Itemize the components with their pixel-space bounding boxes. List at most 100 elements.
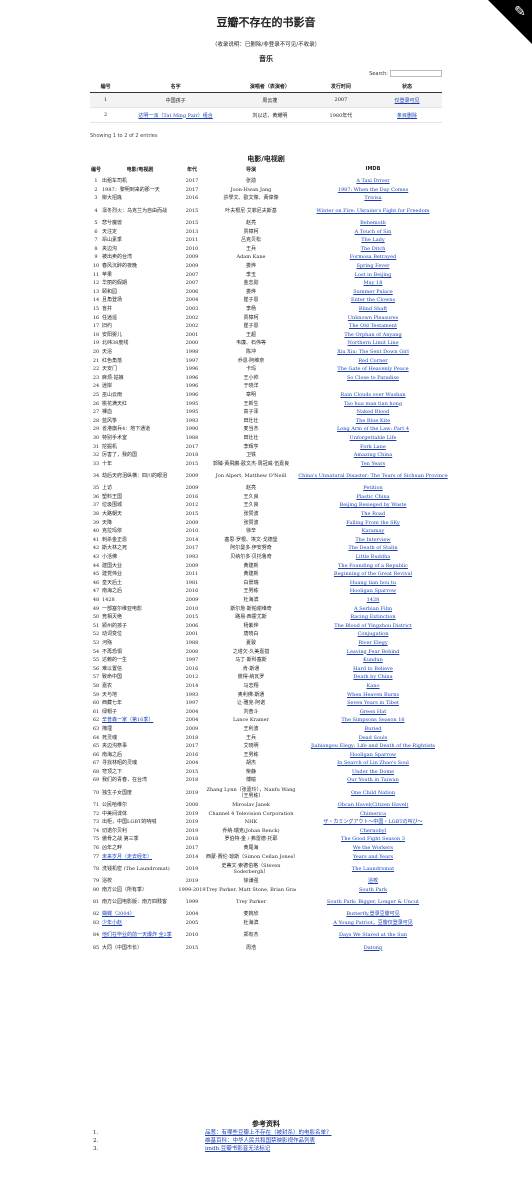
- film-imdb-link[interactable]: So Close to Paradise: [347, 374, 399, 381]
- film-imdb-link[interactable]: Unknown Pleasures: [347, 314, 399, 321]
- film-imdb-link[interactable]: Trivisa: [364, 195, 382, 202]
- film-imdb-link[interactable]: Little Buddha: [355, 554, 391, 561]
- film-title[interactable]: 未来岁月（走去经年）: [102, 853, 153, 860]
- film-imdb-link[interactable]: Red Corner: [358, 357, 388, 364]
- corner-ribbon[interactable]: [488, 0, 532, 44]
- film-imdb-link[interactable]: Falling From the SKy: [346, 519, 400, 526]
- film-imdb-link[interactable]: Hooligan Sparrow: [349, 751, 397, 758]
- film-imdb-link[interactable]: A Touch of Sin: [354, 228, 392, 235]
- col-artist[interactable]: 演唱者（表演者）: [230, 80, 310, 93]
- film-imdb-link[interactable]: South Park: [358, 886, 387, 893]
- film-imdb-link[interactable]: Enter the Clowns: [350, 297, 396, 304]
- film-imdb-link[interactable]: China's Unnatural Disaster: The Tears of…: [298, 473, 448, 479]
- film-imdb-link[interactable]: Unforgettable Life: [349, 434, 397, 441]
- film-imdb-link[interactable]: Hard to Believe: [353, 665, 393, 672]
- film-imdb-link[interactable]: Chimerica: [359, 810, 387, 817]
- film-imdb-link[interactable]: Long Arm of the Law: Part 4: [336, 426, 410, 433]
- film-imdb-link[interactable]: Beginning of the Great Revival: [333, 571, 413, 578]
- film-imdb-link[interactable]: Death by China: [353, 674, 393, 681]
- ref-link[interactable]: 品葱：有哪些豆瓣上不存在（被封杀）的电影名单？: [205, 1130, 332, 1136]
- music-status-link[interactable]: 仅登录可见: [394, 97, 420, 104]
- film-imdb-link[interactable]: Chernobyl: [359, 827, 387, 834]
- film-imdb-link[interactable]: Green Hat: [359, 708, 387, 715]
- film-imdb-link[interactable]: One Child Nation: [350, 789, 396, 796]
- film-imdb-link[interactable]: Summer Palace: [353, 288, 393, 295]
- col-status[interactable]: 状态: [372, 80, 442, 93]
- film-imdb-link[interactable]: Seven Years in Tibet: [347, 700, 399, 707]
- film-imdb-link[interactable]: Kano: [366, 682, 380, 689]
- film-imdb-link[interactable]: Naked Blood: [356, 409, 390, 416]
- film-imdb-link[interactable]: 1428: [366, 597, 380, 604]
- film-imdb-link[interactable]: Racing Extinction: [350, 614, 396, 621]
- film-imdb-link[interactable]: When Heaven Burns: [346, 691, 400, 698]
- film-imdb-link[interactable]: The Blood of Yingzhou District: [334, 622, 412, 629]
- film-imdb-link[interactable]: Conjugation: [357, 631, 389, 638]
- film-imdb-link[interactable]: Jiabiangou Elegy: Life and Death of the …: [311, 743, 435, 750]
- col-number[interactable]: 编号: [90, 80, 122, 93]
- film-imdb-link[interactable]: 浴校: [367, 878, 378, 885]
- film-imdb-link[interactable]: River Elegy: [358, 639, 388, 646]
- ref-link[interactable]: imdb.豆瓣书影音无法标记: [205, 1146, 271, 1152]
- film-imdb-link[interactable]: Amazing China: [353, 452, 393, 459]
- film-imdb-link[interactable]: A Young Patriot，豆瓣仅登录可见: [333, 920, 413, 927]
- film-imdb-link[interactable]: The Ditch: [360, 245, 386, 252]
- film-imdb-link[interactable]: Behemoth: [360, 220, 386, 227]
- film-imdb-link[interactable]: Kundun: [363, 657, 383, 664]
- film-imdb-link[interactable]: The Good Fight Season 3: [341, 836, 405, 843]
- film-imdb-link[interactable]: A Serbian Film: [354, 605, 392, 612]
- film-imdb-link[interactable]: Leaving Fear Behind: [346, 648, 400, 655]
- film-title[interactable]: 辛普森一家（第16季）: [102, 717, 154, 724]
- film-imdb-link[interactable]: The Interview: [355, 536, 391, 543]
- film-imdb-link[interactable]: Fork Lane: [360, 443, 386, 450]
- film-imdb-link[interactable]: Karamay: [361, 528, 385, 535]
- film-imdb-link[interactable]: 1987: When the Day Comes: [337, 186, 409, 193]
- film-imdb-link[interactable]: Formosa Betrayed: [349, 254, 397, 261]
- film-imdb-link[interactable]: Plastic China: [356, 493, 390, 500]
- film-imdb-link[interactable]: Years and Years: [352, 853, 394, 860]
- film-imdb-link[interactable]: We the Workers: [352, 845, 394, 852]
- film-imdb-link[interactable]: In Search of Lin Zhao's Soul: [337, 760, 409, 767]
- film-title[interactable]: 他们在毕业的前一天爆炸 全2季: [102, 932, 172, 939]
- film-imdb-link[interactable]: Days We Stared at the Sun: [338, 932, 408, 939]
- film-imdb-link[interactable]: The Orphan of Anyang: [344, 331, 402, 338]
- film-imdb-link[interactable]: ザ・カミングアウト〜中国・LGBTの叫び〜: [323, 819, 423, 826]
- film-title[interactable]: 少年小赵: [102, 920, 123, 927]
- film-imdb-link[interactable]: The Laundromat: [351, 865, 395, 872]
- film-imdb-link[interactable]: Obcan Havel(Citizen Havel): [337, 802, 409, 809]
- film-imdb-link[interactable]: A Taxi Driver: [356, 178, 390, 185]
- film-imdb-link[interactable]: The Old Testament: [349, 323, 397, 330]
- film-imdb-link[interactable]: Xiu Xiu: The Sent Down Girl: [337, 348, 409, 355]
- film-imdb-link[interactable]: May 18: [363, 280, 383, 287]
- col-year[interactable]: 发行时间: [309, 80, 373, 93]
- film-imdb-link[interactable]: The Gate of Heavenly Peace: [337, 366, 409, 373]
- film-imdb-link[interactable]: Winter on Fire: Ukraine's Fight for Free…: [316, 207, 430, 214]
- film-imdb-link[interactable]: Beijing Besieged by Waste: [339, 502, 407, 509]
- film-imdb-link[interactable]: Dead Souls: [358, 734, 388, 741]
- film-imdb-link[interactable]: Northern Limit Line: [347, 340, 399, 347]
- film-imdb-link[interactable]: Rain Clouds over Wushan: [340, 391, 406, 398]
- film-imdb-link[interactable]: South Park: Bigger, Longer & Uncut: [326, 899, 420, 906]
- film-imdb-link[interactable]: The Death of Stalin: [348, 545, 398, 552]
- ref-link[interactable]: 维基百科：中华人民共和国禁映影视作品列表: [205, 1138, 316, 1144]
- film-imdb-link[interactable]: Butterfly,登录豆瓣可见: [346, 911, 400, 918]
- search-input[interactable]: [390, 70, 442, 77]
- film-imdb-link[interactable]: Datong: [363, 944, 383, 951]
- film-imdb-link[interactable]: The Lady: [361, 237, 385, 244]
- film-imdb-link[interactable]: Our Youth in Taiwan: [347, 777, 399, 784]
- film-imdb-link[interactable]: Blind Shaft: [358, 306, 388, 313]
- corner-ribbon-icon[interactable]: ✎: [514, 4, 526, 20]
- film-imdb-link[interactable]: Tao hua man tian hong: [343, 400, 403, 407]
- film-imdb-link[interactable]: Huang tian hou tu: [349, 579, 397, 586]
- film-imdb-link[interactable]: Petition: [363, 485, 383, 492]
- film-imdb-link[interactable]: Under the Dome: [351, 768, 395, 775]
- music-status-link[interactable]: 条目删除: [397, 112, 418, 119]
- film-imdb-link[interactable]: Hooligan Sparrow: [349, 588, 397, 595]
- film-imdb-link[interactable]: The Road: [360, 511, 386, 518]
- film-imdb-link[interactable]: Buried: [364, 725, 382, 732]
- film-imdb-link[interactable]: Lost in Beijing: [354, 271, 392, 278]
- film-imdb-link[interactable]: Ten Years: [360, 460, 386, 467]
- col-name[interactable]: 名字: [121, 80, 231, 93]
- film-imdb-link[interactable]: The Blue Kite: [355, 417, 391, 424]
- film-imdb-link[interactable]: Spring Fever: [356, 263, 390, 270]
- music-name-link[interactable]: 达明一派（Tat Ming Pair）组合: [138, 112, 213, 119]
